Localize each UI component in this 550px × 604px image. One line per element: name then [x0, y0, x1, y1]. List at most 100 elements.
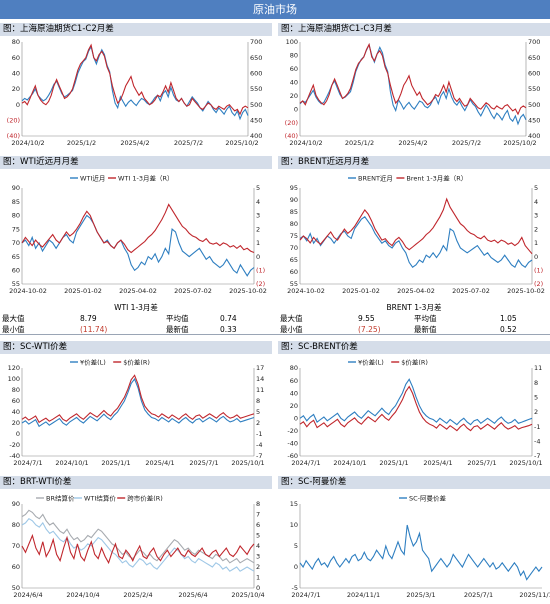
- x-tick-label: 2024/11/1: [347, 591, 380, 599]
- left-tick-label: 120: [8, 364, 20, 372]
- left-tick-label: 80: [12, 386, 20, 394]
- brent-latest-label: 最新值: [414, 325, 437, 334]
- panel-label-sc-oman: 图：SC-阿曼价差: [278, 476, 550, 489]
- brent-stats-row-1: 最大值 9.55 平均值 1.05: [278, 313, 550, 324]
- left-tick-label: 80: [290, 220, 298, 228]
- left-tick-label: 40: [12, 70, 20, 78]
- right-tick-label: 11: [256, 386, 264, 394]
- right-tick-label: 4: [256, 542, 260, 550]
- right-tick-label: 2: [534, 225, 538, 233]
- left-tick-label: -20: [287, 427, 298, 435]
- right-tick-label: 6: [256, 521, 260, 529]
- left-tick-label: -60: [287, 452, 298, 460]
- right-tick-label: 550: [250, 85, 262, 93]
- left-tick-label: 0: [16, 430, 20, 438]
- panel-label-sc-brent: 图：SC-BRENT价差: [278, 341, 550, 354]
- right-tick-label: 500: [250, 101, 262, 109]
- right-tick-label: 0: [256, 253, 260, 261]
- left-tick-label: 95: [290, 184, 298, 192]
- x-tick-label: 2025/10/2: [225, 139, 258, 147]
- series-line-1: [299, 385, 533, 432]
- left-tick-label: -40: [287, 440, 298, 448]
- x-tick-label: 2025/10/1: [509, 459, 542, 467]
- right-tick-label: 450: [250, 117, 262, 125]
- x-tick-label: 2024/10/4: [66, 591, 99, 599]
- right-tick-label: 3: [534, 212, 538, 220]
- panel-label-sc-c1-c3: 图：上海原油期货C1-C3月差: [278, 23, 550, 36]
- x-tick-label: 2024/10/1: [55, 459, 88, 467]
- x-tick-label: 2025/7/1: [464, 591, 493, 599]
- right-tick-label: 600: [250, 70, 262, 78]
- x-tick-label: 2025/7/2: [174, 139, 203, 147]
- right-tick-label: 600: [528, 70, 540, 78]
- right-tick-label: 14: [256, 375, 264, 383]
- left-tick-label: 40: [290, 78, 298, 86]
- left-tick-label: 85: [12, 198, 20, 206]
- wti-stats-row-1: 最大值 8.79 平均值 0.74: [0, 313, 272, 324]
- right-tick-label: 700: [250, 38, 262, 46]
- left-tick-label: 70: [12, 542, 20, 550]
- left-tick-label: 65: [290, 256, 298, 264]
- right-tick-label: 700: [528, 38, 540, 46]
- x-tick-label: 2025-01-02: [64, 287, 102, 295]
- left-tick-label: (40): [7, 132, 20, 140]
- x-tick-label: 2025/7/1: [189, 459, 218, 467]
- left-tick-label: 0: [16, 101, 20, 109]
- x-tick-label: 2025/10/4: [231, 591, 264, 599]
- right-tick-label: 1: [256, 239, 260, 247]
- legend-label: WTI结算价: [84, 493, 116, 502]
- x-tick-label: 2025/1/1: [379, 459, 408, 467]
- left-tick-label: 60: [12, 397, 20, 405]
- panel-label-sc-wti: 图：SC-WTI价差: [0, 341, 272, 354]
- right-tick-label: 500: [528, 101, 540, 109]
- right-tick-label: 5: [534, 394, 538, 402]
- right-tick-label: 1: [534, 239, 538, 247]
- right-tick-label: 5: [534, 184, 538, 192]
- left-tick-label: 100: [286, 38, 298, 46]
- right-tick-label: 2: [256, 563, 260, 571]
- right-tick-label: 4: [256, 198, 260, 206]
- brent-stats-title: BRENT 1-3月差: [386, 303, 442, 312]
- right-tick-label: 4: [534, 198, 538, 206]
- left-tick-label: 0: [294, 414, 298, 422]
- x-tick-label: 2024/10/1: [333, 459, 366, 467]
- left-tick-label: 70: [290, 244, 298, 252]
- wti-stats-title: WTI 1-3月差: [114, 303, 158, 312]
- brent-max-value: 9.55: [358, 314, 375, 323]
- wti-min-value: (11.74): [80, 325, 108, 334]
- series-line-1: [299, 42, 527, 116]
- right-tick-label: 3: [256, 553, 260, 561]
- left-tick-label: 60: [12, 563, 20, 571]
- right-tick-label: (1): [256, 266, 265, 274]
- x-tick-label: 2025/4/2: [398, 139, 427, 147]
- right-tick-label: 650: [250, 54, 262, 62]
- brent-latest-value: 0.52: [500, 325, 517, 334]
- left-tick-label: 80: [12, 521, 20, 529]
- right-tick-label: -1: [534, 423, 540, 431]
- left-tick-label: -40: [9, 452, 20, 460]
- chart-brt-wti: 90 80 70 60 50 8 7 6 5 4 3 2 1 0 2024/6/4 2024/10/4 2025…: [12, 493, 265, 599]
- x-tick-label: 2025/1/2: [345, 139, 374, 147]
- series-line-1: [21, 517, 255, 572]
- series-line-1: [299, 197, 533, 255]
- x-tick-label: 2025/7/1: [467, 459, 496, 467]
- series-line-0: [299, 43, 527, 126]
- brent-max-label: 最大值: [280, 314, 303, 323]
- left-tick-label: 70: [12, 239, 20, 247]
- chart-sc-wti: 120 100 80 60 40 20 0 -20 -40 17 14 11 8 5 2 -1 -4 -7 2024…: [8, 357, 265, 467]
- left-tick-label: 60: [290, 65, 298, 73]
- series-line-2: [21, 533, 255, 565]
- wti-max-value: 8.79: [80, 314, 97, 323]
- x-tick-label: 2025-07-02: [174, 287, 212, 295]
- wti-min-label: 最小值: [2, 325, 25, 334]
- left-tick-label: 20: [290, 92, 298, 100]
- wti-latest-value: 0.33: [220, 325, 237, 334]
- right-tick-label: 1: [256, 574, 260, 582]
- wti-latest-label: 最新值: [166, 325, 189, 334]
- left-tick-label: 15: [290, 500, 298, 508]
- left-tick-label: 40: [12, 408, 20, 416]
- left-tick-label: (40): [285, 132, 298, 140]
- left-tick-label: (20): [7, 117, 20, 125]
- x-tick-label: 2025/4/1: [145, 459, 174, 467]
